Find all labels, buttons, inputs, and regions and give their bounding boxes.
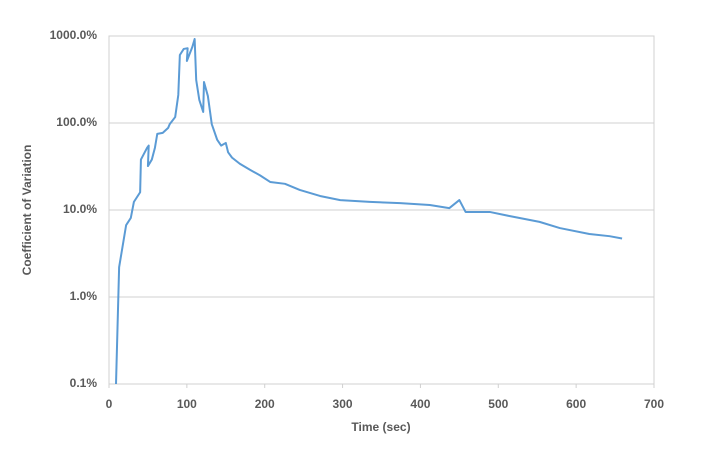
x-tick-label: 700 [644,397,664,411]
x-tick-label: 400 [410,397,430,411]
y-tick-label: 1.0% [70,289,98,303]
x-tick-label: 200 [255,397,275,411]
x-tick-label: 0 [106,397,113,411]
data-line [115,37,623,385]
y-tick-label: 10.0% [63,202,97,216]
x-tick-label: 500 [488,397,508,411]
x-tick-label: 300 [333,397,353,411]
x-axis-title: Time (sec) [351,420,410,434]
y-tick-label: 0.1% [70,376,98,390]
y-axis-title: Coefficient of Variation [20,145,34,276]
y-tick-label: 1000.0% [50,28,98,42]
y-tick-label: 100.0% [56,115,97,129]
x-tick-label: 600 [566,397,586,411]
x-tick-label: 100 [177,397,197,411]
